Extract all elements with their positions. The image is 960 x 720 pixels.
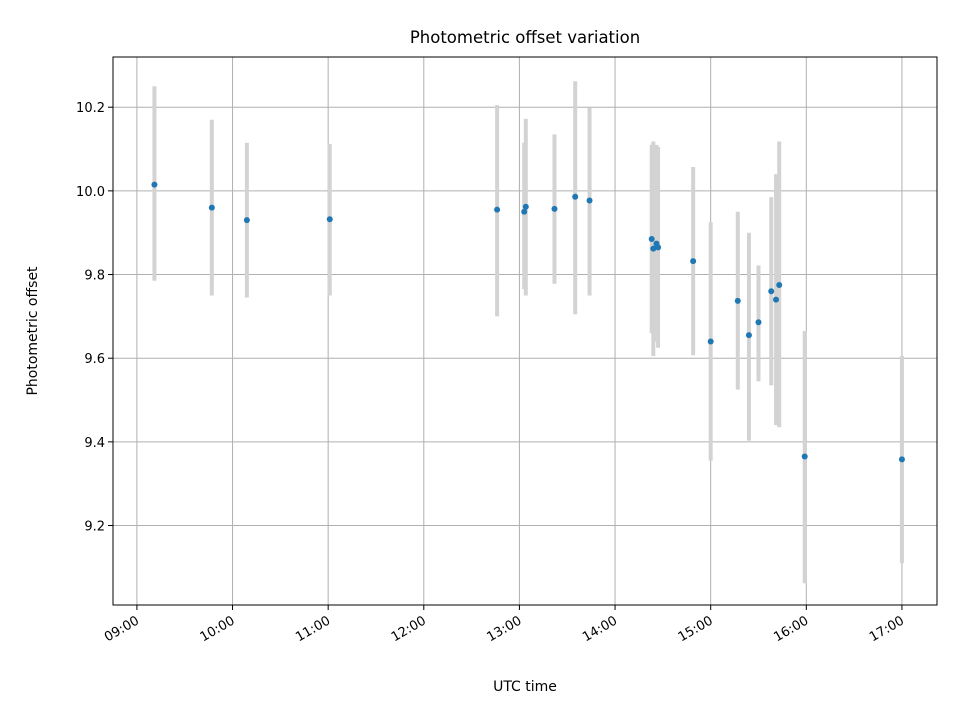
data-point <box>898 456 905 463</box>
data-points <box>151 181 905 463</box>
data-point <box>801 453 808 460</box>
data-point <box>655 244 662 251</box>
data-point <box>551 205 558 212</box>
y-tick-label: 9.8 <box>84 269 105 284</box>
y-tick-label: 9.6 <box>84 352 105 367</box>
data-point <box>755 319 762 326</box>
data-point <box>151 181 158 188</box>
x-axis-label: UTC time <box>493 679 557 695</box>
chart-title: Photometric offset variation <box>410 28 640 47</box>
data-point <box>734 297 741 304</box>
data-point <box>586 197 593 204</box>
y-axis-ticks: 9.2 9.4 9.6 9.8 10.0 10.2 <box>76 101 113 535</box>
y-tick-label: 9.4 <box>84 436 105 451</box>
data-point <box>768 288 775 295</box>
y-tick-label: 10.0 <box>76 185 105 200</box>
data-point <box>776 281 783 288</box>
data-point <box>326 216 333 223</box>
data-point <box>243 217 250 224</box>
data-point <box>690 258 697 265</box>
y-tick-label: 10.2 <box>76 101 105 116</box>
data-point <box>208 204 215 211</box>
data-point <box>648 235 655 242</box>
plot-frame <box>112 56 938 606</box>
data-point <box>773 296 780 303</box>
data-point <box>572 193 579 200</box>
y-tick-label: 9.2 <box>84 520 105 535</box>
data-point <box>707 338 714 345</box>
data-point <box>521 208 528 215</box>
data-point <box>745 332 752 339</box>
data-point <box>494 206 501 213</box>
y-axis-label: Photometric offset <box>25 266 41 396</box>
data-point <box>522 203 529 210</box>
data-point <box>650 245 657 252</box>
